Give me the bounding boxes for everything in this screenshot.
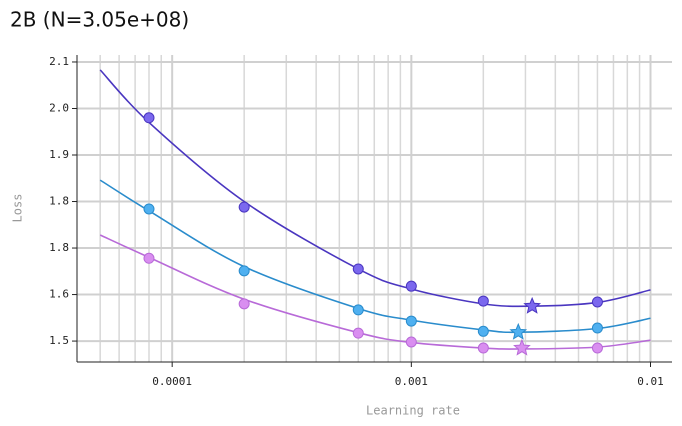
data-point [477, 295, 489, 307]
data-point [477, 325, 489, 337]
fit-curve [99, 179, 651, 334]
data-point [405, 280, 417, 292]
y-tick-label: 1.6 [49, 288, 69, 301]
y-tick-label: 1.5 [49, 334, 69, 347]
data-point [352, 263, 364, 275]
data-point [477, 342, 489, 354]
data-point [591, 296, 603, 308]
x-tick-label: 0.0001 [152, 375, 192, 388]
y-tick-label: 1.8 [49, 195, 69, 208]
data-point [591, 322, 603, 334]
fit-curve [99, 234, 651, 350]
optimum-star [509, 322, 528, 340]
data-point [591, 342, 603, 354]
y-tick-label: 1.9 [49, 148, 69, 161]
data-point [143, 203, 155, 215]
data-point [238, 201, 250, 213]
data-point [238, 298, 250, 310]
x-tick-label: 0.01 [637, 375, 664, 388]
y-tick-label: 2.0 [49, 101, 69, 114]
x-tick-label: 0.001 [395, 375, 428, 388]
fit-curve [99, 69, 651, 308]
y-tick-label: 2.1 [49, 55, 69, 68]
y-tick-label: 1.8 [49, 241, 69, 254]
optimum-star [523, 296, 541, 314]
data-point [238, 265, 250, 277]
chart-title: 2B (N=3.05e+08) [10, 8, 189, 32]
data-point [143, 112, 155, 124]
optimum-star [513, 338, 531, 356]
data-point [352, 327, 364, 339]
data-point [352, 304, 364, 316]
data-point [405, 315, 417, 327]
y-axis-label: Loss [11, 194, 25, 223]
data-point [143, 252, 155, 264]
x-axis-label: Learning rate [366, 404, 460, 418]
data-point [405, 336, 417, 348]
